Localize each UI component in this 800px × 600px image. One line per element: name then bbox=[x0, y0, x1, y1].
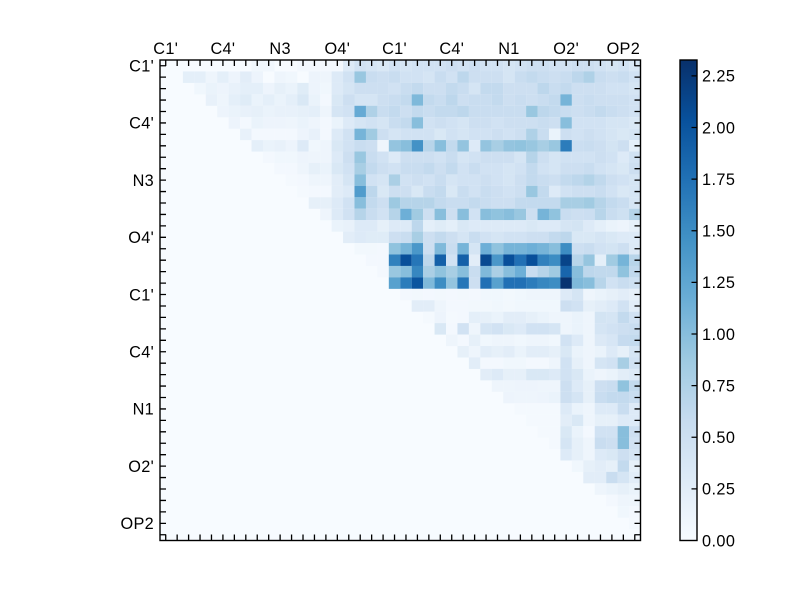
svg-text:O2': O2' bbox=[553, 40, 579, 58]
svg-text:C4': C4' bbox=[211, 40, 236, 58]
svg-text:0.50: 0.50 bbox=[702, 429, 735, 447]
svg-text:C1': C1' bbox=[129, 58, 154, 76]
svg-text:1.00: 1.00 bbox=[702, 326, 735, 344]
svg-text:1.50: 1.50 bbox=[702, 223, 735, 241]
svg-text:0.75: 0.75 bbox=[702, 377, 735, 395]
svg-text:2.00: 2.00 bbox=[702, 119, 735, 137]
svg-text:OP2: OP2 bbox=[121, 515, 154, 533]
svg-text:C1': C1' bbox=[129, 286, 154, 304]
svg-text:O2': O2' bbox=[128, 458, 154, 476]
svg-text:OP2: OP2 bbox=[607, 40, 640, 58]
svg-text:O4': O4' bbox=[128, 229, 154, 247]
svg-text:C4': C4' bbox=[129, 115, 154, 133]
svg-text:N1: N1 bbox=[498, 40, 519, 58]
svg-text:C1': C1' bbox=[382, 40, 407, 58]
svg-text:0.25: 0.25 bbox=[702, 481, 735, 499]
svg-text:C1': C1' bbox=[153, 40, 178, 58]
svg-text:O4': O4' bbox=[324, 40, 350, 58]
svg-text:1.25: 1.25 bbox=[702, 274, 735, 292]
svg-text:N3: N3 bbox=[269, 40, 290, 58]
svg-text:0.00: 0.00 bbox=[702, 532, 735, 550]
svg-text:N1: N1 bbox=[133, 401, 154, 419]
svg-text:C4': C4' bbox=[439, 40, 464, 58]
svg-text:N3: N3 bbox=[133, 172, 154, 190]
svg-text:C4': C4' bbox=[129, 344, 154, 362]
svg-text:2.25: 2.25 bbox=[702, 68, 735, 86]
svg-text:1.75: 1.75 bbox=[702, 171, 735, 189]
